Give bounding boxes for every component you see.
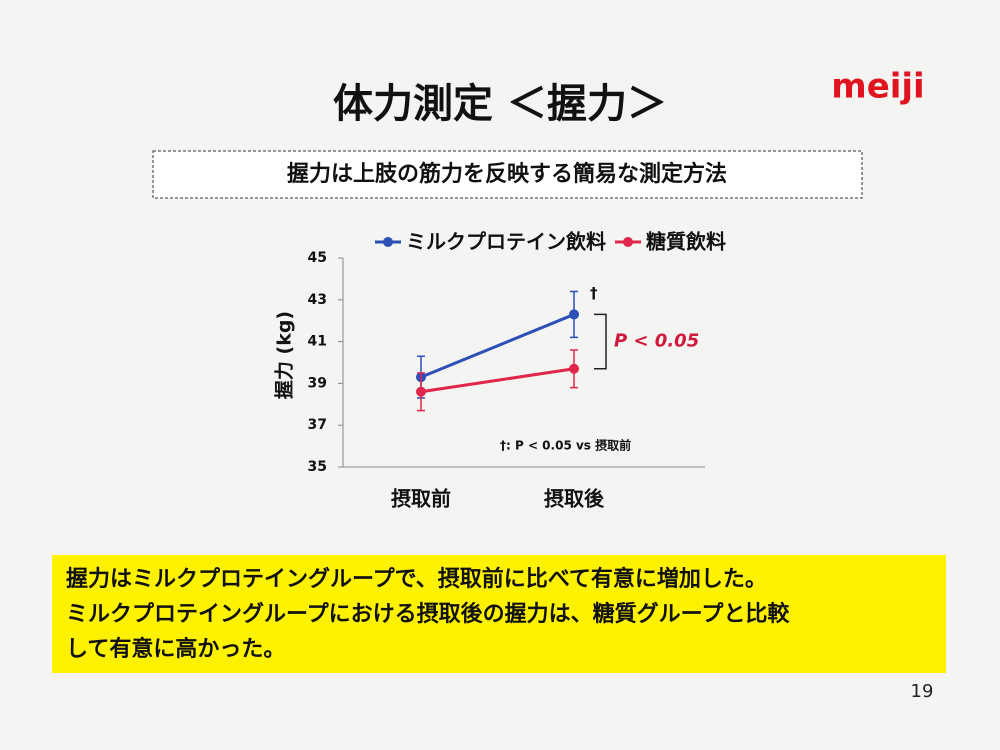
- legend-marker: [623, 237, 633, 247]
- conclusion-line: ミルクプロテイングループにおける摂取後の握力は、糖質グループと比較: [66, 601, 790, 627]
- y-axis-label: 握力 (kg): [273, 311, 296, 399]
- page-number: 19: [911, 681, 934, 702]
- y-tick-label: 45: [308, 250, 327, 266]
- conclusion-line: 握力はミルクプロテイングループで、摂取前に比べて有意に増加した。: [66, 566, 767, 592]
- subtitle: 握力は上肢の筋力を反映する簡易な測定方法: [287, 161, 727, 187]
- x-tick-label: 摂取後: [544, 487, 605, 511]
- dagger: †: [590, 284, 598, 302]
- series-line: [420, 367, 575, 394]
- legend-label: 糖質飲料: [646, 230, 726, 254]
- significance-label: P < 0.05: [614, 331, 699, 352]
- y-tick-label: 39: [308, 375, 327, 391]
- slide-title: 体力測定 ＜握力＞: [333, 81, 667, 127]
- subtitle-box: [152, 150, 863, 199]
- conclusion-line: して有意に高かった。: [66, 636, 285, 662]
- y-tick-label: 43: [308, 292, 327, 308]
- legend-label: ミルクプロテイン飲料: [406, 230, 606, 254]
- y-tick-label: 41: [308, 334, 327, 350]
- logo: meiji: [831, 67, 924, 107]
- legend-marker: [383, 237, 393, 247]
- data-point: [569, 363, 579, 374]
- data-point: [569, 309, 579, 320]
- series-line: [420, 313, 575, 379]
- y-tick-label: 37: [308, 417, 327, 433]
- footnote: †: P < 0.05 vs 摂取前: [500, 438, 631, 453]
- x-tick-label: 摂取前: [391, 487, 451, 511]
- significance-bracket: [594, 313, 607, 370]
- conclusion-box: [52, 555, 946, 673]
- data-point: [416, 386, 426, 397]
- y-tick-label: 35: [308, 459, 327, 475]
